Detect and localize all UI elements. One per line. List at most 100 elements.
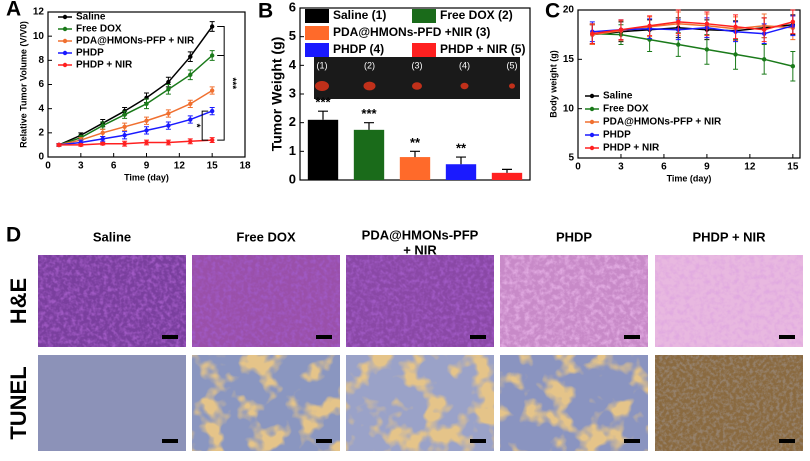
- y-tick-label: 20: [563, 5, 575, 16]
- scale-bar: [779, 335, 795, 339]
- panel-label: D: [6, 224, 21, 247]
- marker: [209, 88, 215, 93]
- marker: [647, 23, 652, 28]
- y-tick-label: 8: [38, 55, 44, 66]
- y-tick-label: 1: [289, 143, 296, 158]
- y-tick-label: 10: [33, 31, 45, 42]
- legend-marker: [589, 119, 595, 125]
- micrograph: [38, 355, 186, 451]
- legend-label: Free DOX: [76, 24, 122, 35]
- marker: [704, 47, 710, 52]
- legend-label: PHDP + NIR (5): [440, 42, 525, 56]
- y-tick-label: 4: [289, 57, 297, 72]
- scale-bar: [470, 335, 486, 339]
- bar: [399, 157, 431, 180]
- error-bar: [364, 122, 374, 130]
- y-tick-label: 3: [289, 85, 296, 100]
- marker: [122, 133, 127, 138]
- inset-label: (5): [507, 60, 518, 70]
- micrograph-texture: [655, 355, 803, 451]
- tumor-photo: [363, 81, 376, 91]
- inset-photo: [314, 57, 520, 99]
- bar: [445, 164, 477, 180]
- legend-marker: [589, 93, 595, 99]
- y-tick-label: 2: [289, 114, 296, 129]
- legend-label: Saline: [603, 91, 633, 102]
- y-tick-label: 6: [38, 79, 44, 90]
- x-tick-label: 3: [618, 162, 624, 173]
- series-line: [58, 139, 213, 146]
- legend-label: PHDP: [603, 130, 631, 141]
- marker: [188, 139, 193, 144]
- column-title: PDA@HMONs-PFP: [362, 227, 479, 242]
- marker: [733, 24, 738, 29]
- legend-label: Saline (1): [333, 8, 386, 22]
- marker: [122, 112, 127, 117]
- scale-bar: [316, 439, 332, 443]
- micrograph-texture: [346, 255, 494, 347]
- bar: [307, 119, 339, 180]
- significance: **: [456, 141, 467, 156]
- scale-bar: [470, 439, 486, 443]
- y-tick-label: 0: [38, 152, 44, 163]
- marker: [144, 140, 149, 145]
- significance: ***: [315, 95, 331, 110]
- x-tick-label: 6: [661, 162, 667, 173]
- legend-swatch: [412, 43, 436, 57]
- panel-label: B: [258, 0, 273, 23]
- inset-label: (2): [364, 60, 375, 70]
- marker: [100, 123, 105, 128]
- y-axis-label: Body weight (g): [548, 50, 558, 118]
- y-tick-label: 0: [289, 171, 296, 186]
- panel-label: C: [545, 0, 560, 23]
- marker: [122, 124, 127, 129]
- legend-label: PHDP + NIR: [603, 143, 660, 154]
- marker: [676, 19, 681, 25]
- micrograph-texture: [192, 355, 340, 451]
- scale-bar: [316, 335, 332, 339]
- column-title: PHDP + NIR: [692, 229, 766, 244]
- legend-label: PDA@HMONs-PFP + NIR: [603, 117, 722, 128]
- legend-label: Free DOX: [603, 104, 649, 115]
- x-tick-label: 12: [174, 161, 186, 172]
- column-title: + NIR: [403, 242, 437, 257]
- series-line: [58, 54, 213, 146]
- y-tick-label: 6: [289, 0, 296, 14]
- legend-marker: [589, 106, 595, 112]
- y-tick-label: 10: [563, 103, 575, 114]
- marker: [100, 130, 105, 136]
- legend-marker: [62, 26, 68, 32]
- marker: [166, 79, 171, 85]
- marker: [590, 31, 595, 36]
- marker: [790, 64, 796, 69]
- series-line: [58, 26, 213, 146]
- legend-marker: [62, 38, 68, 44]
- marker: [790, 19, 796, 25]
- marker: [78, 142, 84, 148]
- column-title: Saline: [93, 229, 131, 244]
- legend-marker: [62, 50, 68, 56]
- inset-label: (3): [412, 60, 423, 70]
- error-bar: [502, 168, 512, 173]
- y-tick-label: 4: [38, 103, 44, 114]
- legend-swatch: [412, 9, 436, 23]
- plot-frame: [577, 9, 801, 159]
- tumor-photo: [412, 82, 422, 90]
- marker: [166, 111, 171, 116]
- significance-bracket: [217, 26, 225, 141]
- x-tick-label: 9: [144, 161, 150, 172]
- marker: [166, 123, 171, 128]
- marker: [188, 101, 193, 107]
- marker: [100, 141, 105, 146]
- legend-label: Saline: [76, 12, 106, 23]
- legend-label: PHDP: [76, 48, 104, 59]
- marker: [166, 87, 171, 92]
- legend-label: Free DOX (2): [440, 8, 513, 22]
- marker: [56, 142, 62, 148]
- error-bar: [410, 150, 420, 158]
- legend-marker: [62, 62, 68, 68]
- panel-label: A: [6, 0, 21, 21]
- legend-marker: [589, 145, 595, 151]
- marker: [209, 108, 215, 114]
